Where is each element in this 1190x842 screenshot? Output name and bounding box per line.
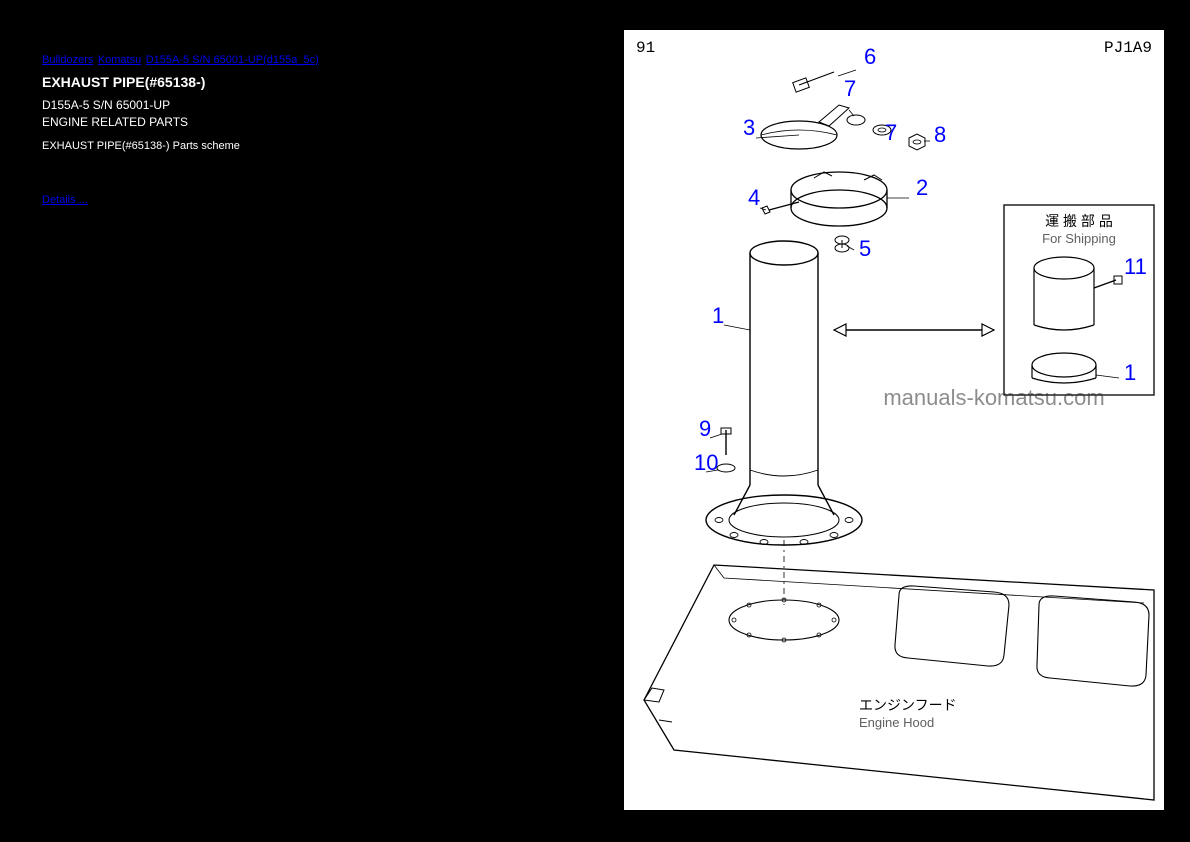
breadcrumb: Bulldozers Komatsu D155A-5 S/N 65001-UP(… <box>42 50 562 68</box>
part-bolt-4 <box>760 202 799 214</box>
watermark: manuals-komatsu.com <box>883 385 1104 410</box>
shipping-label-jp: 運 搬 部 品 <box>1045 213 1113 229</box>
page-title: EXHAUST PIPE(#65138-) <box>42 74 562 90</box>
callout-11: 11 <box>1124 254 1147 279</box>
scheme-text: EXHAUST PIPE(#65138-) Parts scheme <box>42 138 562 155</box>
callout-7b: 7 <box>885 120 897 145</box>
section-line: ENGINE RELATED PARTS <box>42 115 562 129</box>
callout-8: 8 <box>934 122 946 147</box>
part-washer-7a <box>847 110 865 125</box>
callout-3: 3 <box>743 115 755 140</box>
engine-hood-panel: エンジンフード Engine Hood <box>644 565 1154 800</box>
part-clamp-ring <box>791 172 909 226</box>
callout-7: 7 <box>844 76 856 101</box>
hood-label-en: Engine Hood <box>859 715 934 730</box>
text-panel: Bulldozers Komatsu D155A-5 S/N 65001-UP(… <box>24 30 580 295</box>
part-cap <box>756 105 849 149</box>
part-exhaust-pipe <box>706 241 862 545</box>
part-nut-8 <box>909 134 930 150</box>
breadcrumb-link-3[interactable]: D155A-5 S/N 65001-UP(d155a_5c) <box>146 54 319 66</box>
hood-label-jp: エンジンフード <box>859 697 957 713</box>
page-number: 91 <box>636 39 655 57</box>
diagram-panel: 91 PJ1A9 <box>624 30 1164 810</box>
callout-2: 2 <box>916 175 928 200</box>
model-line: D155A-5 S/N 65001-UP <box>42 98 562 112</box>
callout-1b: 1 <box>1124 360 1136 385</box>
shipping-label-en: For Shipping <box>1042 231 1116 246</box>
callout-10: 10 <box>694 450 718 475</box>
exploded-diagram: 91 PJ1A9 <box>624 30 1164 810</box>
callout-6: 6 <box>864 44 876 69</box>
callout-5: 5 <box>859 236 871 261</box>
callout-1: 1 <box>712 303 724 328</box>
part-nut-5 <box>835 236 854 252</box>
details-link[interactable]: Details ... <box>42 194 88 206</box>
callout-9: 9 <box>699 416 711 441</box>
breadcrumb-link-2[interactable]: Komatsu <box>98 54 141 66</box>
diagram-code: PJ1A9 <box>1104 39 1152 57</box>
breadcrumb-link-1[interactable]: Bulldozers <box>42 54 93 66</box>
shipping-arrow <box>834 324 994 336</box>
callout-4: 4 <box>748 185 760 210</box>
